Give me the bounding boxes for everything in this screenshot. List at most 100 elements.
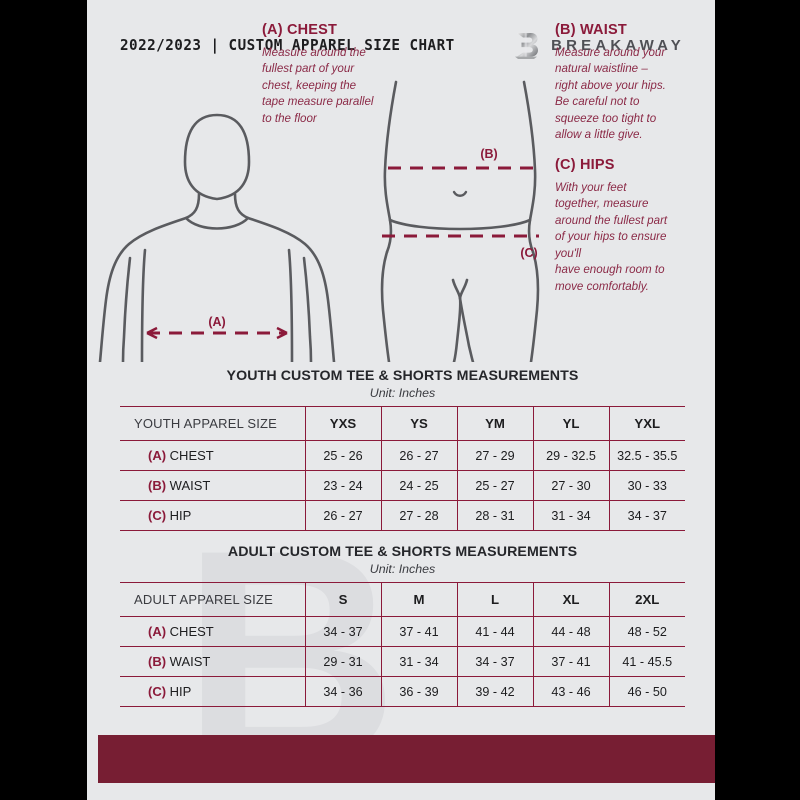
adult-col-3: XL: [532, 582, 609, 617]
adult-cell-1-4: 41 - 45.5: [608, 646, 685, 677]
adult-row-1-tag: (B): [148, 654, 167, 669]
bottom-accent-bar: [98, 735, 715, 783]
note-waist: (B) WAIST Measure around your natural wa…: [555, 22, 705, 144]
waist-line-label: (B): [480, 147, 497, 161]
youth-cell-0-2: 27 - 29: [456, 440, 533, 471]
adult-cell-2-2: 39 - 42: [456, 676, 533, 707]
youth-cell-0-0: 25 - 26: [304, 440, 381, 471]
note-waist-body: Measure around your natural waistline – …: [555, 46, 666, 142]
youth-table-block: YOUTH CUSTOM TEE & SHORTS MEASUREMENTS U…: [120, 368, 685, 531]
youth-row-1-name: WAIST: [169, 478, 211, 493]
adult-size-table: ADULT APPAREL SIZE S M L XL 2XL (A) CHES…: [120, 582, 685, 707]
note-hips: (C) HIPS With your feet together, measur…: [555, 157, 707, 295]
adult-row-0-name: CHEST: [169, 624, 214, 639]
youth-cell-1-3: 27 - 30: [532, 470, 609, 501]
youth-row-0-name: CHEST: [169, 448, 214, 463]
note-waist-heading: (B) WAIST: [555, 22, 627, 38]
youth-cell-1-2: 25 - 27: [456, 470, 533, 501]
adult-cell-0-4: 48 - 52: [608, 616, 685, 647]
youth-col-4: YXL: [608, 406, 685, 441]
hip-line-label: (C): [520, 246, 537, 260]
youth-col-2: YM: [456, 406, 533, 441]
youth-row-2-label: (C) HIP: [120, 500, 305, 531]
measurement-illustrations: (A): [87, 62, 715, 362]
adult-cell-2-4: 46 - 50: [608, 676, 685, 707]
adult-row-2-name: HIP: [169, 684, 192, 699]
adult-row-2-tag: (C): [148, 684, 167, 699]
adult-table-block: ADULT CUSTOM TEE & SHORTS MEASUREMENTS U…: [120, 544, 685, 707]
youth-cell-2-3: 31 - 34: [532, 500, 609, 531]
youth-cell-2-0: 26 - 27: [304, 500, 381, 531]
adult-table-title: ADULT CUSTOM TEE & SHORTS MEASUREMENTS: [227, 544, 578, 560]
adult-row-0-tag: (A): [148, 624, 167, 639]
youth-cell-1-4: 30 - 33: [608, 470, 685, 501]
adult-col-4: 2XL: [608, 582, 685, 617]
adult-col-0: S: [304, 582, 381, 617]
note-chest-body: Measure around the fullest part of your …: [262, 46, 374, 125]
youth-col-0: YXS: [304, 406, 381, 441]
table-row: (A) CHEST 25 - 26 26 - 27 27 - 29 29 - 3…: [120, 440, 685, 471]
adult-cell-0-3: 44 - 48: [532, 616, 609, 647]
youth-cell-0-3: 29 - 32.5: [532, 440, 609, 471]
adult-cell-1-2: 34 - 37: [456, 646, 533, 677]
youth-col-3: YL: [532, 406, 609, 441]
table-row: (A) CHEST 34 - 37 37 - 41 41 - 44 44 - 4…: [120, 616, 685, 647]
adult-cell-1-3: 37 - 41: [532, 646, 609, 677]
youth-table-header-row: YOUTH APPAREL SIZE YXS YS YM YL YXL: [120, 406, 685, 441]
adult-row-header-label: ADULT APPAREL SIZE: [120, 582, 305, 617]
adult-cell-1-1: 31 - 34: [380, 646, 457, 677]
youth-row-header-label: YOUTH APPAREL SIZE: [120, 406, 305, 441]
size-chart-page: B 2022/2023 | CUSTOM APPAREL SIZE CHART: [87, 0, 715, 800]
adult-col-2: L: [456, 582, 533, 617]
note-chest: (A) CHEST Measure around the fullest par…: [262, 22, 422, 127]
upper-body-figure: [98, 113, 336, 362]
adult-cell-2-0: 34 - 36: [304, 676, 381, 707]
youth-row-2-tag: (C): [148, 508, 167, 523]
youth-cell-1-0: 23 - 24: [304, 470, 381, 501]
youth-cell-1-1: 24 - 25: [380, 470, 457, 501]
youth-cell-0-4: 32.5 - 35.5: [608, 440, 685, 471]
adult-row-2-label: (C) HIP: [120, 676, 305, 707]
breakaway-b-monogram-icon: [515, 33, 539, 59]
adult-row-0-label: (A) CHEST: [120, 616, 305, 647]
adult-cell-1-0: 29 - 31: [304, 646, 381, 677]
adult-cell-0-1: 37 - 41: [380, 616, 457, 647]
youth-cell-2-4: 34 - 37: [608, 500, 685, 531]
adult-col-1: M: [380, 582, 457, 617]
brand-name: BREAKAWAY: [551, 36, 685, 54]
table-row: (B) WAIST 23 - 24 24 - 25 25 - 27 27 - 3…: [120, 470, 685, 501]
adult-row-1-label: (B) WAIST: [120, 646, 305, 677]
table-row: (B) WAIST 29 - 31 31 - 34 34 - 37 37 - 4…: [120, 646, 685, 677]
adult-table-unit: Unit: Inches: [369, 562, 436, 576]
youth-row-0-tag: (A): [148, 448, 167, 463]
chest-measure-line: [146, 326, 288, 340]
youth-cell-2-2: 28 - 31: [456, 500, 533, 531]
page-header: 2022/2023 | CUSTOM APPAREL SIZE CHART: [120, 30, 685, 60]
page-title: 2022/2023 | CUSTOM APPAREL SIZE CHART: [120, 36, 455, 54]
adult-row-1-name: WAIST: [169, 654, 211, 669]
youth-table-unit: Unit: Inches: [369, 386, 436, 400]
youth-row-1-tag: (B): [148, 478, 167, 493]
table-row: (C) HIP 34 - 36 36 - 39 39 - 42 43 - 46 …: [120, 676, 685, 707]
note-chest-heading: (A) CHEST: [262, 22, 338, 38]
youth-row-0-label: (A) CHEST: [120, 440, 305, 471]
adult-table-header-row: ADULT APPAREL SIZE S M L XL 2XL: [120, 582, 685, 617]
table-row: (C) HIP 26 - 27 27 - 28 28 - 31 31 - 34 …: [120, 500, 685, 531]
youth-row-1-label: (B) WAIST: [120, 470, 305, 501]
youth-table-title: YOUTH CUSTOM TEE & SHORTS MEASUREMENTS: [226, 368, 579, 384]
youth-cell-0-1: 26 - 27: [380, 440, 457, 471]
adult-cell-2-1: 36 - 39: [380, 676, 457, 707]
brand-lockup: BREAKAWAY: [513, 30, 685, 60]
note-hips-body: With your feet together, measure around …: [555, 181, 668, 293]
youth-row-2-name: HIP: [169, 508, 192, 523]
chest-line-label: (A): [208, 315, 225, 329]
adult-cell-2-3: 43 - 46: [532, 676, 609, 707]
youth-size-table: YOUTH APPAREL SIZE YXS YS YM YL YXL (A) …: [120, 406, 685, 531]
figures-svg: (A): [98, 80, 540, 362]
note-hips-heading: (C) HIPS: [555, 157, 615, 173]
adult-cell-0-2: 41 - 44: [456, 616, 533, 647]
youth-col-1: YS: [380, 406, 457, 441]
adult-cell-0-0: 34 - 37: [304, 616, 381, 647]
youth-cell-2-1: 27 - 28: [380, 500, 457, 531]
